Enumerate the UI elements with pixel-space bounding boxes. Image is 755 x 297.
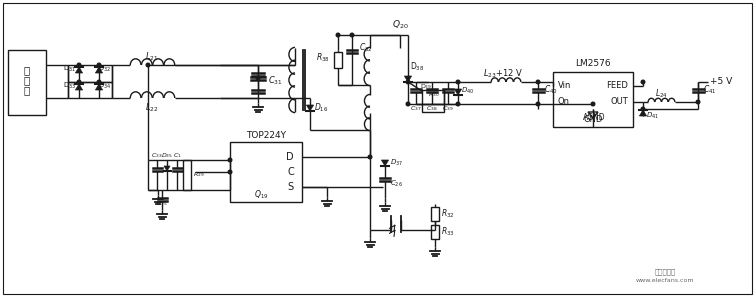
Text: S: S bbox=[288, 182, 294, 192]
Text: D$_{32}$: D$_{32}$ bbox=[98, 64, 111, 74]
Text: D: D bbox=[286, 152, 294, 162]
Circle shape bbox=[641, 107, 645, 111]
Text: D$_{31}$: D$_{31}$ bbox=[63, 64, 76, 74]
Text: $C_{41}$: $C_{41}$ bbox=[703, 84, 716, 96]
Polygon shape bbox=[164, 166, 170, 171]
Text: $C_{35}$: $C_{35}$ bbox=[156, 200, 168, 208]
Polygon shape bbox=[76, 67, 82, 73]
Text: 交: 交 bbox=[24, 65, 30, 75]
Text: 流: 流 bbox=[24, 75, 30, 85]
Text: $C_1$: $C_1$ bbox=[173, 151, 181, 160]
Bar bbox=[553, 72, 633, 127]
Circle shape bbox=[77, 80, 81, 84]
Text: C: C bbox=[287, 167, 294, 177]
Text: $R_{33}$: $R_{33}$ bbox=[441, 226, 455, 238]
Polygon shape bbox=[455, 89, 461, 95]
Text: $C_{38}$: $C_{38}$ bbox=[427, 105, 438, 113]
Polygon shape bbox=[76, 84, 82, 90]
Text: D$_{38}$: D$_{38}$ bbox=[410, 61, 424, 73]
Circle shape bbox=[406, 102, 410, 106]
Circle shape bbox=[146, 63, 149, 67]
Text: $C_{40}$: $C_{40}$ bbox=[544, 84, 558, 96]
Circle shape bbox=[641, 80, 645, 84]
Text: TOP224Y: TOP224Y bbox=[246, 130, 286, 140]
Text: $D_{40}$: $D_{40}$ bbox=[461, 86, 474, 96]
Polygon shape bbox=[95, 84, 103, 90]
Bar bbox=[183, 160, 191, 190]
Text: $Q_{20}$: $Q_{20}$ bbox=[392, 19, 408, 31]
Polygon shape bbox=[639, 110, 646, 116]
Circle shape bbox=[77, 63, 81, 67]
Text: 电: 电 bbox=[24, 85, 30, 95]
Text: 电子发烧友: 电子发烧友 bbox=[655, 269, 676, 275]
Circle shape bbox=[97, 63, 101, 67]
Text: $C_{39}$: $C_{39}$ bbox=[442, 105, 454, 113]
Text: $R_{29}$: $R_{29}$ bbox=[193, 170, 205, 179]
Polygon shape bbox=[95, 67, 103, 73]
Text: $Q_{19}$: $Q_{19}$ bbox=[254, 189, 268, 201]
Text: $L_{23}$+12 V: $L_{23}$+12 V bbox=[482, 68, 523, 80]
Text: $C_{26}$: $C_{26}$ bbox=[390, 179, 403, 189]
Text: D$_{39}$: D$_{39}$ bbox=[420, 83, 432, 91]
Circle shape bbox=[336, 33, 340, 37]
Bar bbox=[230, 142, 302, 202]
Bar bbox=[431, 207, 439, 221]
Text: $R_{38}$: $R_{38}$ bbox=[316, 52, 330, 64]
Circle shape bbox=[228, 170, 232, 174]
Bar bbox=[422, 90, 444, 112]
Text: LM2576: LM2576 bbox=[575, 59, 611, 69]
Circle shape bbox=[696, 100, 700, 104]
Text: $D_{41}$: $D_{41}$ bbox=[646, 111, 659, 121]
Text: Vin: Vin bbox=[558, 81, 572, 91]
Circle shape bbox=[97, 80, 101, 84]
Text: +5 V: +5 V bbox=[710, 78, 732, 86]
Circle shape bbox=[256, 76, 260, 80]
Circle shape bbox=[591, 102, 595, 106]
Text: www.elecfans.com: www.elecfans.com bbox=[636, 279, 695, 284]
Text: $L_{21}$: $L_{21}$ bbox=[145, 51, 159, 63]
Text: $C_{31}$: $C_{31}$ bbox=[268, 75, 282, 87]
Text: $D_{37}$: $D_{37}$ bbox=[390, 158, 403, 168]
Text: $C_{37}$: $C_{37}$ bbox=[410, 105, 422, 113]
Bar bbox=[431, 225, 439, 239]
Polygon shape bbox=[307, 105, 313, 111]
Circle shape bbox=[368, 155, 371, 159]
Bar bbox=[8, 50, 46, 115]
Bar bbox=[334, 52, 342, 68]
Text: D$_{33}$: D$_{33}$ bbox=[63, 81, 76, 91]
Text: $L_{22}$: $L_{22}$ bbox=[145, 102, 159, 114]
Text: $D_{16}$: $D_{16}$ bbox=[314, 102, 328, 114]
Text: AGND: AGND bbox=[583, 113, 606, 122]
Text: GND: GND bbox=[584, 115, 602, 124]
Text: $C_{33}$: $C_{33}$ bbox=[151, 151, 163, 160]
Polygon shape bbox=[405, 76, 411, 82]
Circle shape bbox=[536, 80, 540, 84]
Text: D$_{34}$: D$_{34}$ bbox=[98, 81, 112, 91]
Text: FEED: FEED bbox=[606, 81, 628, 91]
Circle shape bbox=[456, 80, 460, 84]
Text: $R_{30}$: $R_{30}$ bbox=[428, 91, 439, 99]
Circle shape bbox=[350, 33, 354, 37]
Text: $L_{24}$: $L_{24}$ bbox=[655, 88, 667, 100]
Text: OUT: OUT bbox=[610, 97, 628, 107]
Text: $D_{35}$: $D_{35}$ bbox=[161, 151, 173, 160]
Text: $C_{32}$: $C_{32}$ bbox=[359, 42, 373, 54]
Circle shape bbox=[406, 80, 410, 84]
Circle shape bbox=[228, 158, 232, 162]
Text: On: On bbox=[558, 97, 570, 107]
Circle shape bbox=[536, 102, 540, 106]
Polygon shape bbox=[381, 160, 389, 166]
Text: $R_{32}$: $R_{32}$ bbox=[441, 208, 455, 220]
Circle shape bbox=[456, 102, 460, 106]
